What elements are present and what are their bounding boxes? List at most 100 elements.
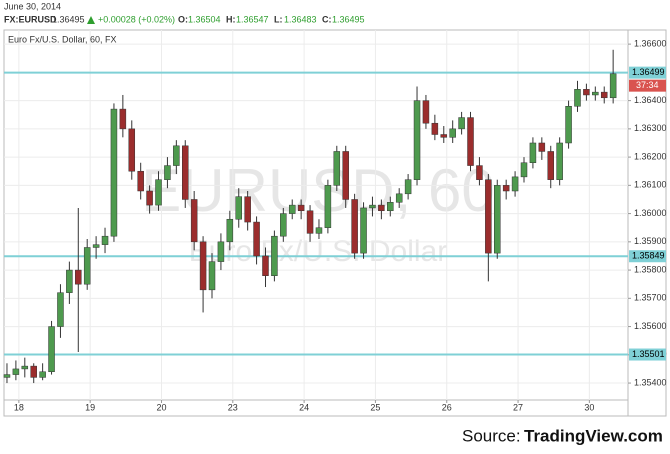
candle-body <box>280 213 287 237</box>
x-tick-label: 25 <box>370 402 380 412</box>
candle-body <box>128 128 136 172</box>
candle-body <box>12 368 20 375</box>
change: +0.00028 (+0.02%) <box>98 14 175 24</box>
ohlc-label: H: <box>226 14 236 24</box>
candle-body <box>511 176 519 192</box>
candle-body <box>609 73 617 99</box>
candle-body <box>271 235 278 276</box>
candle-body <box>449 128 456 138</box>
y-tick-label: 1.35400 <box>634 377 667 387</box>
candle-body <box>395 193 403 203</box>
ohlc-value: 1.36547 <box>236 14 269 24</box>
candle-body <box>110 108 118 237</box>
candle-body <box>529 142 537 163</box>
candle-body <box>502 185 510 192</box>
candle-body <box>556 142 563 180</box>
x-tick-label: 30 <box>584 402 594 412</box>
ohlc-value: 1.36483 <box>284 14 317 24</box>
candle-body <box>297 204 305 212</box>
candle-body <box>494 185 501 254</box>
y-tick-label: 1.36000 <box>634 208 667 218</box>
ohlc-value: 1.36504 <box>188 14 221 24</box>
x-tick-label: 19 <box>85 402 95 412</box>
candle-body <box>333 151 341 186</box>
watermark: EURUSD, 60 <box>141 157 494 224</box>
candle-body <box>600 91 608 99</box>
candle-body <box>574 89 581 107</box>
source: TradingView.com <box>524 426 663 445</box>
candle-body <box>315 227 323 234</box>
candle-body <box>458 117 465 130</box>
candle-body <box>431 122 439 135</box>
candle-body <box>190 199 198 243</box>
candle-body <box>30 365 37 378</box>
candle-body <box>66 269 73 293</box>
candle-body <box>57 292 64 327</box>
ohlc-label: L: <box>274 14 283 24</box>
ohlc-label: C: <box>322 14 332 24</box>
candle-body <box>199 241 207 291</box>
y-tick-label: 1.36400 <box>634 95 667 105</box>
candle-body <box>83 247 91 285</box>
candle-body <box>146 190 153 206</box>
level-label: 1.35849 <box>632 251 665 261</box>
candle-body <box>440 134 448 138</box>
candle-body <box>21 365 29 370</box>
candle-body <box>155 179 162 206</box>
up-arrow <box>87 16 95 24</box>
x-tick-label: 18 <box>14 402 24 412</box>
ohlc-value: 1.36495 <box>332 14 365 24</box>
y-tick-label: 1.35900 <box>634 236 667 246</box>
candle-body <box>119 108 127 130</box>
chart-title: Euro Fx/U.S. Dollar, 60, FX <box>8 34 117 44</box>
candle-body <box>164 165 171 180</box>
x-tick-label: 24 <box>299 402 309 412</box>
countdown: 37:34 <box>636 80 659 90</box>
y-tick-label: 1.36300 <box>634 123 667 133</box>
candle-body <box>3 374 11 378</box>
level-label-box <box>629 66 666 79</box>
x-tick-label: 23 <box>228 402 238 412</box>
ohlc-label: O: <box>178 14 188 24</box>
candle-body <box>467 117 474 166</box>
date: June 30, 2014 <box>4 1 61 11</box>
candle-body <box>217 241 225 262</box>
candle-body <box>360 207 367 254</box>
y-tick-label: 1.35800 <box>634 264 667 274</box>
candle-body <box>288 204 296 214</box>
candle-body <box>235 196 242 220</box>
candle-body <box>520 162 528 178</box>
candle-body <box>476 165 483 180</box>
candle-body <box>39 371 46 378</box>
candle-body <box>262 255 269 276</box>
candle-body <box>208 261 216 291</box>
level-label-box <box>629 348 666 361</box>
candle-body <box>244 196 251 223</box>
candle-body <box>387 202 394 212</box>
candle-body <box>137 170 144 192</box>
y-tick-label: 1.35600 <box>634 321 667 331</box>
candle-body <box>48 326 55 373</box>
candle-body <box>583 89 590 96</box>
candle-body <box>538 142 546 152</box>
candle-body <box>351 199 358 254</box>
x-tick-label: 20 <box>156 402 166 412</box>
candle-body <box>422 100 430 124</box>
y-tick-label: 1.35700 <box>634 293 667 303</box>
candle-body <box>378 204 385 212</box>
candle-body <box>226 218 234 243</box>
candle-body <box>547 151 554 180</box>
y-tick-label: 1.36200 <box>634 151 667 161</box>
y-tick-label: 1.36100 <box>634 180 667 190</box>
candle-body <box>324 185 332 228</box>
y-tick-label: 1.36600 <box>634 38 667 48</box>
candle-body <box>75 269 82 285</box>
candle-body <box>101 235 109 245</box>
candle-body <box>342 151 349 200</box>
source-prefix: Source: <box>462 426 521 445</box>
x-tick-label: 26 <box>442 402 452 412</box>
candle-body <box>592 91 599 96</box>
candle-body <box>182 145 189 200</box>
